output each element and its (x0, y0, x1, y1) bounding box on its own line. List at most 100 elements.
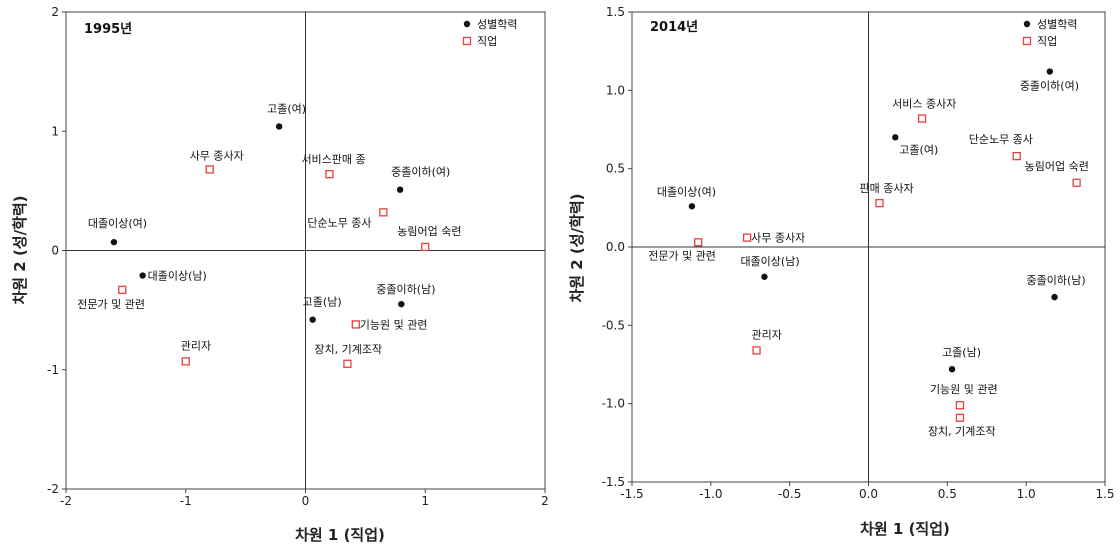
chart-panel-1: -2 -1 0 1 2 -2 -1 0 1 2 차원 1 (직업) 차원 2 (성/학력) 1995년 성… (11, 5, 549, 544)
point-label: 전문가 및 관련 (648, 249, 716, 262)
data-point-education (275, 123, 283, 130)
legend-marker (462, 36, 472, 46)
panel-title: 1995년 (84, 22, 132, 37)
y-tick-label: 0.0 (606, 240, 625, 254)
x-tick-label: 1 (421, 494, 429, 508)
data-point-education (110, 238, 118, 246)
y-tick-label: 0.5 (606, 162, 625, 176)
x-tick-label: -1 (180, 494, 192, 508)
point-label: 사무 종사자 (751, 232, 805, 245)
y-tick-label: -1.0 (602, 397, 625, 411)
legend-marker (1023, 20, 1031, 28)
y-tick-label: 2 (51, 5, 59, 19)
legend-label: 직업 (1037, 35, 1057, 48)
point-label: 전문가 및 관련 (77, 298, 145, 311)
x-axis-title: 차원 1 (직업) (860, 520, 950, 538)
x-tick-label: 0.0 (859, 487, 878, 501)
y-tick-label: -2 (47, 482, 59, 496)
legend-marker (1022, 36, 1032, 46)
point-label: 관리자 (181, 339, 211, 352)
point-label: 기능원 및 관련 (930, 383, 998, 396)
x-tick-label: -0.5 (778, 487, 801, 501)
y-tick-label: -1 (47, 363, 59, 377)
legend-label: 직업 (477, 35, 497, 48)
x-tick-label: 2 (541, 494, 549, 508)
data-point-education (1046, 68, 1054, 75)
y-axis-title: 차원 2 (성/학력) (568, 193, 586, 302)
data-point-occupation (379, 208, 388, 217)
panel-title: 2014년 (650, 20, 698, 35)
point-label: 장치, 기계조작 (314, 343, 382, 356)
point-label: 판매 종사자 (860, 182, 914, 195)
data-point-education (1051, 293, 1058, 301)
data-point-occupation (421, 242, 430, 252)
point-label: 관리자 (752, 328, 782, 341)
data-point-occupation (325, 170, 334, 179)
point-label: 고졸(남) (942, 346, 981, 359)
legend-label: 성별학력 (477, 18, 517, 31)
y-tick-label: -1.5 (602, 475, 625, 489)
legend-marker (463, 20, 471, 28)
y-axis-title: 차원 2 (성/학력) (11, 195, 29, 304)
y-tick-label: -0.5 (602, 318, 625, 332)
point-label: 사무 종사자 (190, 149, 244, 162)
data-point-occupation (205, 165, 214, 174)
point-label: 농림어업 숙련 (397, 225, 461, 238)
point-label: 농림어업 숙련 (1025, 160, 1089, 173)
y-tick-label: 1 (51, 124, 59, 138)
data-point-occupation (917, 114, 927, 123)
point-label: 중졸이하(여) (391, 165, 450, 179)
data-point-occupation (1072, 178, 1081, 187)
y-tick-label: 1.5 (606, 5, 625, 19)
point-label: 대졸이상(여) (657, 185, 716, 198)
data-point-education (892, 134, 899, 141)
point-label: 서비스판매 종 (301, 153, 365, 166)
data-point-education (948, 366, 956, 373)
data-point-occupation (351, 320, 360, 329)
y-tick-label: 1.0 (606, 83, 625, 97)
data-point-occupation (875, 198, 884, 208)
data-point-occupation (343, 359, 352, 368)
point-label: 서비스 종사자 (892, 98, 956, 111)
point-label: 장치, 기계조작 (928, 425, 996, 438)
point-label: 중졸이하(남) (376, 282, 435, 296)
x-axis-title: 차원 1 (직업) (295, 526, 385, 544)
data-point-education (309, 316, 316, 323)
x-tick-label: -1.0 (699, 487, 722, 501)
point-label: 고졸(남) (303, 296, 342, 309)
data-point-occupation (955, 413, 965, 422)
point-label: 단순노무 종사 (969, 133, 1033, 146)
point-label: 중졸이하(남) (1027, 273, 1086, 287)
point-label: 대졸이상(남) (148, 270, 207, 283)
point-label: 대졸이상(여) (88, 217, 147, 230)
x-tick-label: 1.0 (1017, 487, 1036, 501)
data-point-education (688, 203, 696, 210)
point-label: 대졸이상(남) (740, 255, 799, 268)
x-tick-label: 1.5 (1095, 487, 1114, 501)
y-tick-label: 0 (51, 244, 59, 258)
data-point-occupation (752, 346, 761, 355)
point-label: 고졸(여) (899, 143, 938, 156)
x-tick-label: -2 (60, 494, 72, 508)
data-point-occupation (955, 401, 965, 410)
data-point-education (761, 273, 768, 280)
point-label: 단순노무 종사 (307, 216, 371, 229)
legend-label: 성별학력 (1037, 18, 1077, 31)
point-label: 중졸이하(여) (1020, 79, 1079, 93)
point-label: 기능원 및 관련 (360, 318, 428, 331)
data-point-education (139, 272, 146, 279)
chart-panel-2: -1.5 -1.0 -0.5 0.0 0.5 1.0 1.5 -1.5 -1.0 -0.5 0.0 0… (568, 5, 1115, 538)
data-point-occupation (118, 285, 127, 295)
data-point-occupation (181, 357, 190, 366)
data-point-occupation (1012, 151, 1021, 161)
x-tick-label: 0 (302, 494, 310, 508)
data-point-occupation (742, 233, 752, 242)
data-point-education (398, 300, 405, 308)
x-tick-label: 0.5 (938, 487, 957, 501)
point-label: 고졸(여) (267, 102, 306, 115)
x-tick-label: -1.5 (620, 487, 643, 501)
data-point-occupation (694, 238, 703, 247)
